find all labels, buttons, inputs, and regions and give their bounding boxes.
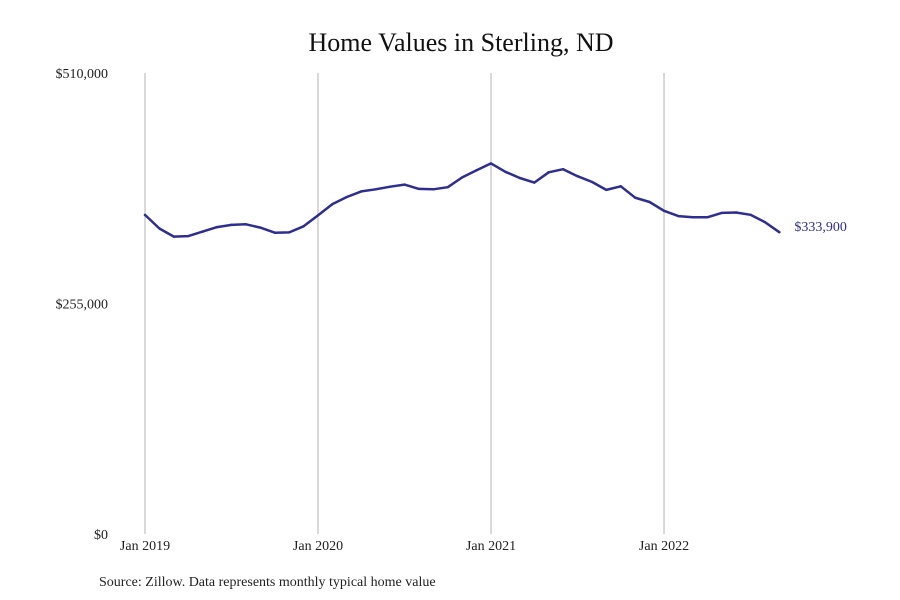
data-point <box>230 223 233 227</box>
data-point <box>633 196 637 199</box>
data-point <box>662 209 666 213</box>
y-tick-label: $0 <box>94 528 108 543</box>
data-point <box>475 169 478 172</box>
series-layer <box>143 162 781 238</box>
data-point <box>331 202 334 206</box>
data-point <box>187 234 190 238</box>
chart-title: Home Values in Sterling, ND <box>309 28 614 57</box>
data-point <box>244 223 248 226</box>
data-point <box>749 213 752 217</box>
data-point <box>374 188 377 191</box>
data-point <box>446 185 449 189</box>
data-point <box>518 176 522 180</box>
data-point <box>143 213 147 217</box>
data-point <box>360 190 363 193</box>
data-point <box>720 211 723 215</box>
data-point <box>302 225 305 228</box>
data-point <box>734 211 738 214</box>
data-point <box>763 220 767 224</box>
x-tick-label: Jan 2021 <box>466 539 516 554</box>
data-point <box>417 187 421 191</box>
x-tick-label: Jan 2020 <box>293 539 343 554</box>
data-point <box>432 188 435 191</box>
y-tick-label: $510,000 <box>56 67 109 82</box>
end-value-label: $333,900 <box>794 220 847 235</box>
x-tick-label: Jan 2022 <box>639 539 689 554</box>
data-point <box>605 188 608 192</box>
data-point <box>778 230 781 234</box>
data-point <box>388 185 392 188</box>
data-point <box>677 214 680 218</box>
source-note: Source: Zillow. Data represents monthly … <box>99 575 436 590</box>
data-point <box>489 162 493 165</box>
data-point <box>403 183 406 186</box>
data-point <box>533 181 536 184</box>
data-point <box>201 230 204 233</box>
data-point <box>561 167 565 171</box>
series-line <box>143 162 781 238</box>
data-point <box>547 171 550 174</box>
data-point <box>576 175 579 178</box>
data-point <box>590 180 594 184</box>
data-point <box>648 200 651 204</box>
x-axis-ticks: Jan 2019 Jan 2020 Jan 2021 Jan 2022 <box>120 539 689 554</box>
data-point <box>316 214 320 217</box>
data-point <box>504 170 507 173</box>
y-tick-label: $255,000 <box>56 298 109 313</box>
data-point <box>460 176 464 179</box>
x-tick-label: Jan 2019 <box>120 539 170 554</box>
data-point <box>345 195 349 199</box>
data-point <box>259 226 262 229</box>
data-point <box>215 225 219 229</box>
data-point <box>287 231 291 234</box>
data-point <box>706 216 709 219</box>
data-point <box>158 227 161 230</box>
y-axis-ticks: $0 $255,000 $510,000 <box>56 67 109 543</box>
data-point <box>691 216 695 219</box>
grid-lines <box>144 73 665 534</box>
data-point <box>619 185 622 188</box>
data-point <box>172 235 176 238</box>
data-point <box>273 231 276 234</box>
